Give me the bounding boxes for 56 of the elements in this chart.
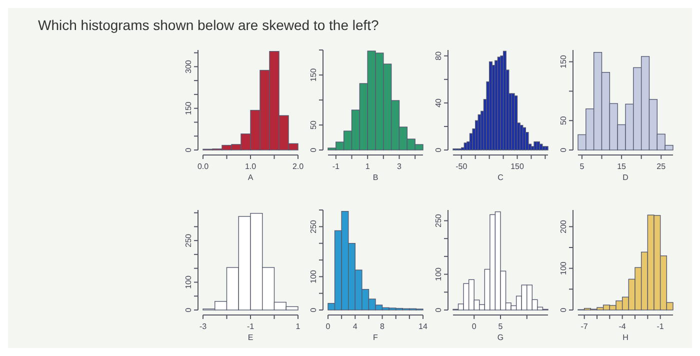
x-tick-label: 1 — [365, 162, 370, 171]
x-axis-title: H — [622, 333, 629, 342]
x-tick-label: -1 — [656, 322, 664, 331]
x-tick-label: 25 — [656, 162, 666, 171]
x-tick-label: 2.0 — [292, 162, 304, 171]
x-tick-label: 3 — [397, 162, 402, 171]
x-axis-title: E — [248, 333, 254, 342]
y-tick-label: 300 — [184, 59, 193, 74]
x-tick-label: 5 — [498, 322, 504, 331]
y-tick-label: 100 — [434, 267, 443, 281]
x-tick-label: -50 — [456, 162, 468, 171]
x-tick-label: 14 — [418, 322, 428, 331]
x-tick-label: 15 — [617, 162, 627, 171]
y-tick-label: 80 — [434, 50, 443, 60]
y-tick-label: 100 — [184, 275, 193, 289]
x-tick-label: 0 — [472, 322, 477, 331]
y-tick-label: 0 — [434, 147, 443, 152]
x-tick-label: -4 — [618, 322, 626, 331]
x-tick-label: 0 — [326, 322, 331, 331]
text: Which histograms shown below are skewed to the left? — [38, 17, 380, 33]
x-axis-title: A — [248, 173, 254, 182]
x-tick-label: 1.0 — [244, 162, 257, 171]
y-tick-label: 150 — [184, 101, 193, 116]
y-tick-label: 0 — [184, 147, 193, 152]
x-axis-title: C — [498, 173, 504, 182]
y-tick-label: 0 — [184, 307, 193, 312]
y-tick-label: 100 — [309, 269, 318, 284]
x-tick-label: -3 — [199, 322, 208, 331]
y-tick-label: 0 — [309, 147, 318, 152]
x-tick-label: 5 — [580, 162, 585, 171]
y-tick-label: 150 — [309, 68, 318, 82]
y-tick-label: 100 — [559, 261, 568, 276]
y-tick-label: 0 — [559, 147, 568, 152]
x-axis-title: F — [373, 333, 378, 342]
x-tick-label: -7 — [580, 322, 588, 331]
x-tick-label: -1 — [332, 162, 340, 171]
x-axis-title: G — [497, 333, 504, 342]
x-tick-label: -1 — [246, 322, 255, 331]
y-tick-label: 200 — [559, 219, 568, 234]
x-tick-label: 1 — [296, 322, 301, 331]
y-tick-label: 250 — [309, 219, 318, 234]
y-tick-label: 250 — [434, 213, 443, 228]
x-tick-label: 4 — [352, 322, 358, 331]
y-tick-label: 0 — [559, 307, 568, 312]
x-axis-title: D — [622, 173, 629, 182]
x-tick-label: 8 — [380, 322, 386, 331]
y-tick-label: 150 — [559, 54, 568, 68]
y-tick-label: 50 — [559, 116, 568, 126]
x-tick-label: 0.0 — [197, 162, 210, 171]
x-axis-title: B — [372, 173, 378, 182]
x-tick-label: 150 — [510, 162, 524, 171]
y-tick-label: 250 — [184, 233, 193, 248]
y-tick-label: 0 — [434, 307, 443, 312]
y-tick-label: 0 — [309, 307, 318, 312]
y-tick-label: 40 — [434, 98, 443, 108]
y-tick-label: 50 — [309, 120, 318, 130]
